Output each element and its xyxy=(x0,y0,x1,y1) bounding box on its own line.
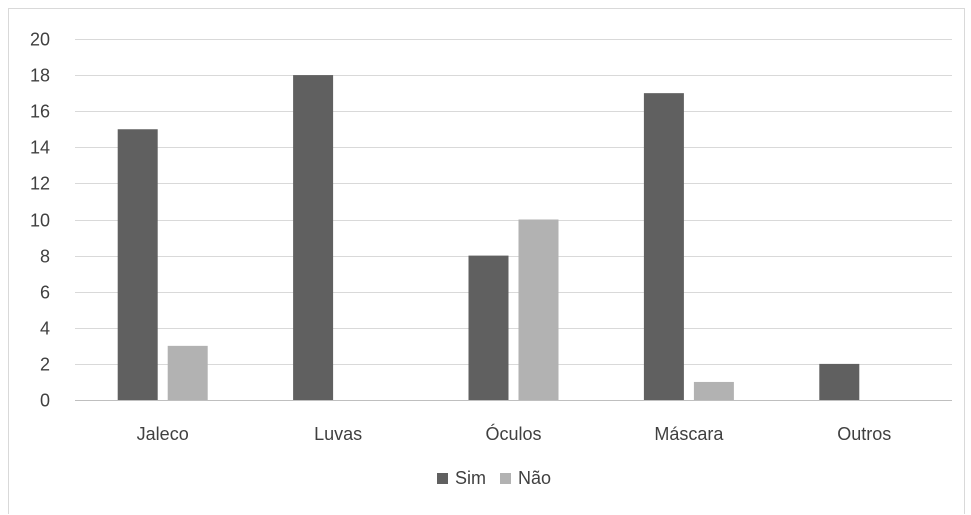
bar-sim xyxy=(468,255,509,400)
y-tick-label: 20 xyxy=(30,30,50,50)
y-tick-label: 14 xyxy=(30,138,50,158)
y-tick-label: 6 xyxy=(40,283,50,303)
legend-swatch xyxy=(437,473,448,484)
y-tick-label: 10 xyxy=(30,211,50,231)
bar-sim xyxy=(117,129,158,400)
legend-swatch xyxy=(500,473,511,484)
legend-label: Não xyxy=(518,468,551,488)
x-tick-label: Luvas xyxy=(314,424,362,444)
bar-sim xyxy=(293,75,334,400)
y-tick-label: 8 xyxy=(40,247,50,267)
bar-não xyxy=(693,381,734,400)
bar-não xyxy=(167,345,208,400)
bar-sim xyxy=(819,363,860,400)
bar-não xyxy=(518,219,559,400)
bar-sim xyxy=(643,93,684,401)
y-tick-label: 12 xyxy=(30,174,50,194)
y-tick-label: 16 xyxy=(30,102,50,122)
y-tick-label: 2 xyxy=(40,355,50,375)
x-tick-label: Óculos xyxy=(485,423,541,444)
y-tick-label: 0 xyxy=(40,391,50,411)
y-tick-label: 18 xyxy=(30,66,50,86)
x-tick-label: Outros xyxy=(837,424,891,444)
y-tick-label: 4 xyxy=(40,319,50,339)
legend-label: Sim xyxy=(455,468,486,488)
x-tick-label: Máscara xyxy=(654,424,724,444)
x-tick-label: Jaleco xyxy=(137,424,189,444)
